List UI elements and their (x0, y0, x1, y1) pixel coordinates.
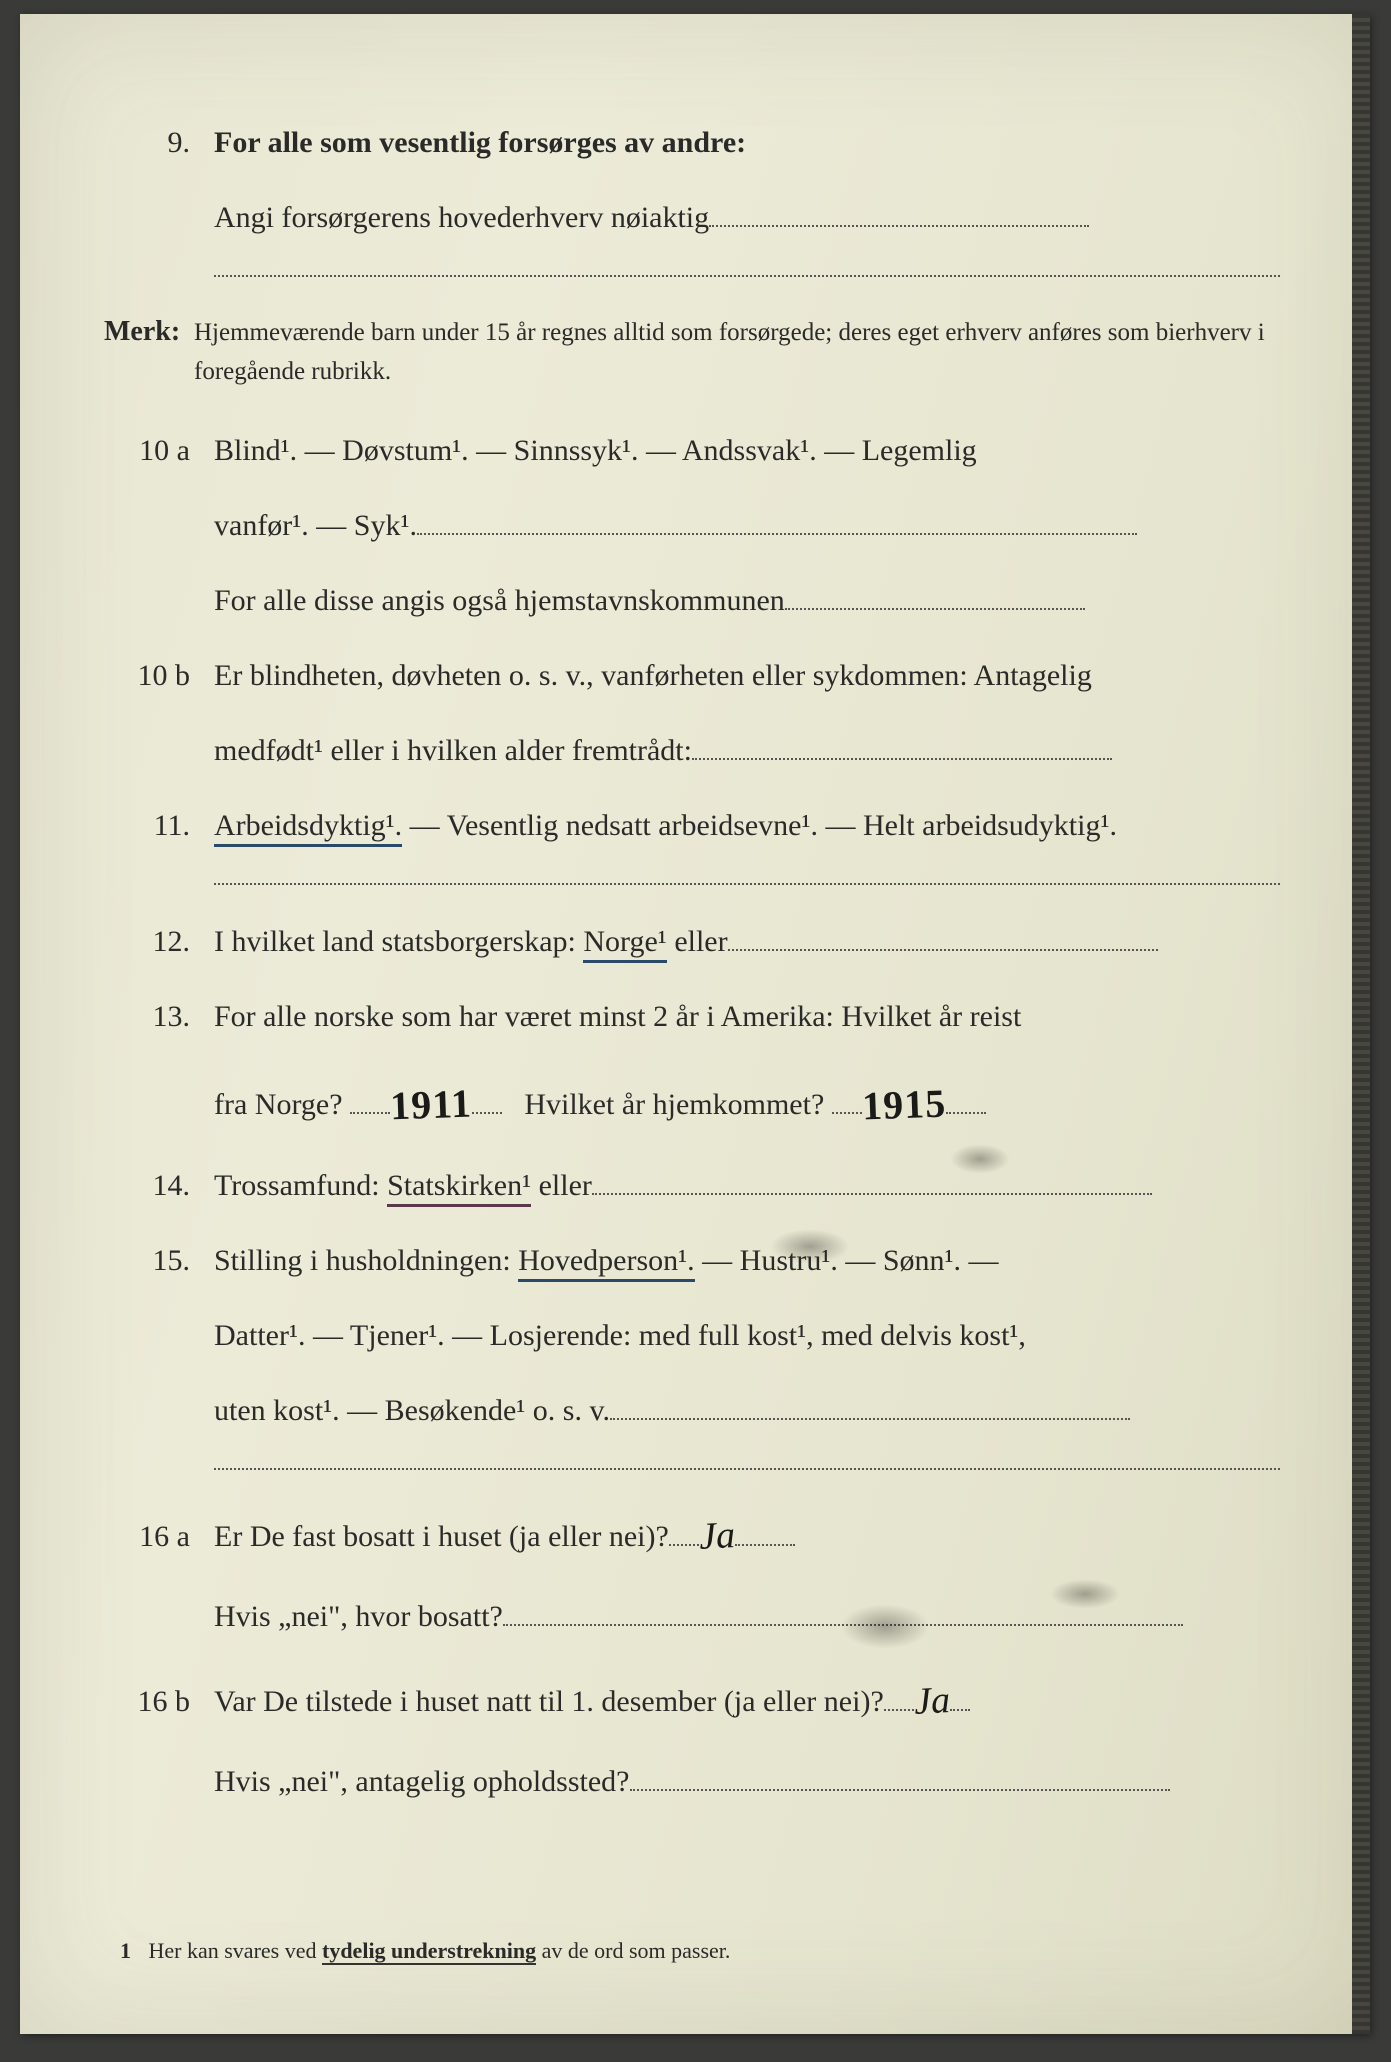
q16a-b: Hvis „nei", hvor bosatt? (214, 1600, 503, 1633)
q15-line2: Datter¹. — Tjener¹. — Losjerende: med fu… (214, 1307, 1280, 1364)
q14-b: eller (531, 1169, 592, 1202)
q10a-fill2 (785, 584, 1085, 610)
question-16b: 16 b Var De tilstede i huset natt til 1.… (100, 1663, 1280, 1735)
question-15-l2: Datter¹. — Tjener¹. — Losjerende: med fu… (100, 1307, 1280, 1364)
q9-line2a: Angi forsørgerens hovederhverv nøiaktig (214, 201, 709, 234)
q11-number: 11. (100, 797, 214, 854)
q14-number: 14. (100, 1157, 214, 1214)
question-9-line2: Angi forsørgerens hovederhverv nøiaktig (100, 189, 1280, 246)
q12-fill (728, 925, 1158, 951)
q14-underlined: Statskirken¹ (387, 1169, 531, 1207)
footnote-c: av de ord som passer. (536, 1938, 730, 1963)
q16a-number: 16 a (100, 1508, 214, 1565)
q15-a: Stilling i husholdningen: (214, 1244, 518, 1277)
footnote-b: tydelig understrekning (322, 1938, 536, 1965)
question-10b: 10 b Er blindheten, døvheten o. s. v., v… (100, 647, 1280, 704)
q16a-hand: Ja (697, 1499, 737, 1573)
q10b-number: 10 b (100, 647, 214, 704)
q9-number: 9. (100, 114, 214, 171)
q10a-fill (417, 509, 1137, 535)
footnote-a: Her kan svares ved (149, 1938, 323, 1963)
q13-hand2: 1915 (861, 1065, 948, 1144)
q10a-opts2: vanfør¹. — Syk¹. (214, 509, 417, 542)
q10a-number: 10 a (100, 422, 214, 479)
footnote: 1 Her kan svares ved tydelig understrekn… (120, 1938, 730, 1964)
q16a-a: Er De fast bosatt i huset (ja eller nei)… (214, 1520, 669, 1553)
q12-a: I hvilket land statsborgerskap: (214, 925, 583, 958)
q13-number: 13. (100, 988, 214, 1045)
q16b-fill (630, 1765, 1170, 1791)
q10a-line2: For alle disse angis også hjemstavnskomm… (214, 584, 785, 617)
q16b-number: 16 b (100, 1673, 214, 1730)
merk-label: Merk: (100, 305, 194, 358)
q13-b: Hvilket år hjemkommet? (524, 1088, 824, 1121)
q12-number: 12. (100, 913, 214, 970)
q13-a: fra Norge? (214, 1088, 343, 1121)
q11-rest: — Vesentlig nedsatt arbeidsevne¹. — Helt… (402, 809, 1117, 842)
q9-fill-line (214, 274, 1280, 277)
q16b-b: Hvis „nei", antagelig opholdssted? (214, 1765, 630, 1798)
question-16b-l2: Hvis „nei", antagelig opholdssted? (100, 1753, 1280, 1810)
question-16a-l2: Hvis „nei", hvor bosatt? (100, 1588, 1280, 1645)
q10a-opts: Blind¹. — Døvstum¹. — Sinnssyk¹. — Andss… (214, 434, 977, 467)
q12-underlined: Norge¹ (583, 925, 666, 963)
document-page: 9. For alle som vesentlig forsørges av a… (20, 14, 1370, 2034)
question-14: 14. Trossamfund: Statskirken¹ eller (100, 1157, 1280, 1214)
q10b-fill (692, 734, 1112, 760)
question-12: 12. I hvilket land statsborgerskap: Norg… (100, 913, 1280, 970)
question-16a: 16 a Er De fast bosatt i huset (ja eller… (100, 1498, 1280, 1570)
q13-line1: For alle norske som har været minst 2 år… (214, 988, 1280, 1045)
question-10b-l2: medfødt¹ eller i hvilken alder fremtrådt… (100, 722, 1280, 779)
footnote-marker: 1 (120, 1938, 131, 1963)
q16b-hand: Ja (912, 1664, 952, 1738)
q16a-fill (503, 1600, 1183, 1626)
question-15: 15. Stilling i husholdningen: Hovedperso… (100, 1232, 1280, 1289)
q16b-a: Var De tilstede i huset natt til 1. dese… (214, 1685, 884, 1718)
q11-underlined: Arbeidsdyktig¹. (214, 809, 402, 847)
merk-text: Hjemmeværende barn under 15 år regnes al… (194, 314, 1280, 392)
q12-b: eller (667, 925, 728, 958)
q15-line3: uten kost¹. — Besøkende¹ o. s. v. (214, 1394, 610, 1427)
question-13: 13. For alle norske som har været minst … (100, 988, 1280, 1045)
q15-rest1: — Hustru¹. — Sønn¹. — (695, 1244, 999, 1277)
question-13-l2: fra Norge? 1911 Hvilket år hjemkommet? 1… (100, 1063, 1280, 1139)
question-10a: 10 a Blind¹. — Døvstum¹. — Sinnssyk¹. — … (100, 422, 1280, 479)
q11-fill-line (214, 882, 1280, 885)
question-15-l3: uten kost¹. — Besøkende¹ o. s. v. (100, 1382, 1280, 1439)
q10b-line2: medfødt¹ eller i hvilken alder fremtrådt… (214, 734, 692, 767)
question-10a-l2: vanfør¹. — Syk¹. (100, 497, 1280, 554)
q15-underlined: Hovedperson¹. (518, 1244, 694, 1282)
question-9: 9. For alle som vesentlig forsørges av a… (100, 114, 1280, 171)
q15-number: 15. (100, 1232, 214, 1289)
q9-line1: For alle som vesentlig forsørges av andr… (214, 126, 746, 159)
q14-a: Trossamfund: (214, 1169, 387, 1202)
q10b-line1: Er blindheten, døvheten o. s. v., vanfør… (214, 647, 1280, 704)
q14-fill (592, 1169, 1152, 1195)
question-11: 11. Arbeidsdyktig¹. — Vesentlig nedsatt … (100, 797, 1280, 854)
q13-hand1: 1911 (389, 1065, 473, 1144)
q9-body: For alle som vesentlig forsørges av andr… (214, 114, 1280, 171)
q9-fill (709, 201, 1089, 227)
q15-fill-line (214, 1467, 1280, 1470)
q15-fill (610, 1394, 1130, 1420)
question-10a-l3: For alle disse angis også hjemstavnskomm… (100, 572, 1280, 629)
merk-note: Merk: Hjemmeværende barn under 15 år reg… (100, 305, 1280, 392)
